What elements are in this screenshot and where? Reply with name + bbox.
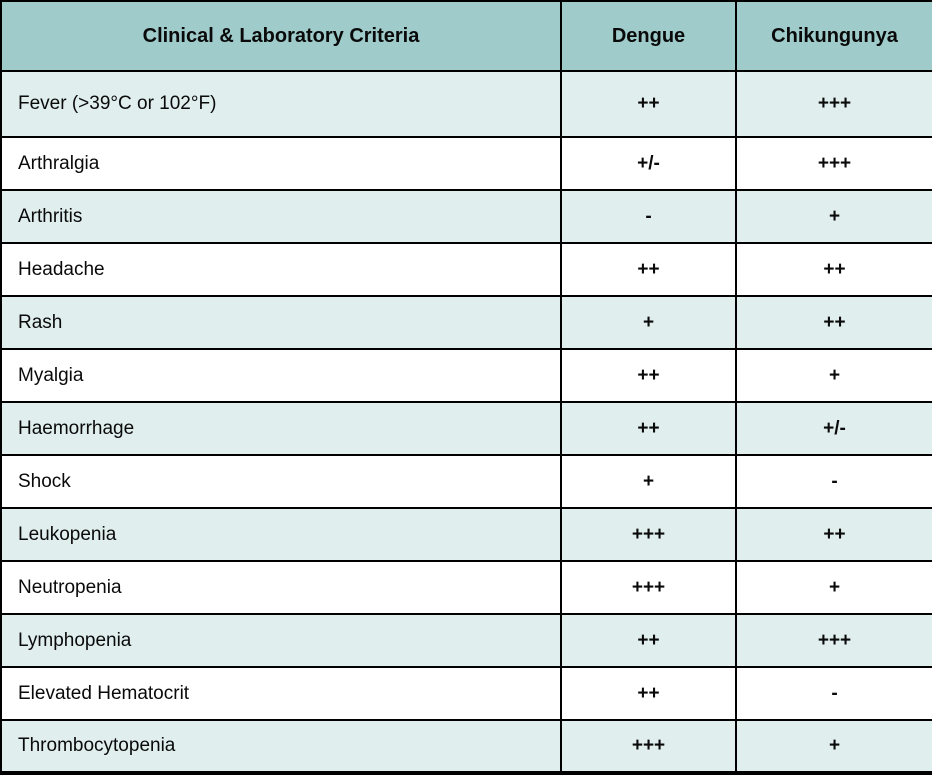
table-row-headache: Headache ++ ++ [0,242,932,297]
dengue-value: +++ [560,719,737,774]
table-row-elevated-hematocrit: Elevated Hematocrit ++ - [0,666,932,721]
dengue-value: + [560,454,737,509]
table-row-haemorrhage: Haemorrhage ++ +/- [0,401,932,456]
dengue-value: - [560,189,737,244]
table-row-fever: Fever (>39°C or 102°F) ++ +++ [0,70,932,138]
chikungunya-value: + [735,189,932,244]
dengue-value: ++ [560,242,737,297]
chikungunya-value: +/- [735,401,932,456]
table-row-arthralgia: Arthralgia +/- +++ [0,136,932,191]
dengue-value: ++ [560,70,737,138]
dengue-value: ++ [560,613,737,668]
chikungunya-value: +++ [735,613,932,668]
criteria-label: Elevated Hematocrit [0,666,562,721]
criteria-label: Lymphopenia [0,613,562,668]
dengue-value: +/- [560,136,737,191]
chikungunya-value: ++ [735,507,932,562]
dengue-value: ++ [560,666,737,721]
criteria-label: Myalgia [0,348,562,403]
dengue-value: +++ [560,560,737,615]
criteria-label: Neutropenia [0,560,562,615]
criteria-label: Thrombocytopenia [0,719,562,774]
criteria-label: Rash [0,295,562,350]
criteria-label: Leukopenia [0,507,562,562]
chikungunya-value: +++ [735,136,932,191]
table-row-thrombocytopenia: Thrombocytopenia +++ + [0,719,932,774]
table-row-neutropenia: Neutropenia +++ + [0,560,932,615]
table-row-shock: Shock + - [0,454,932,509]
dengue-value: ++ [560,348,737,403]
chikungunya-value: + [735,719,932,774]
chikungunya-value: + [735,348,932,403]
dengue-value: ++ [560,401,737,456]
dengue-value: + [560,295,737,350]
table-header-row: Clinical & Laboratory Criteria Dengue Ch… [0,0,932,72]
chikungunya-value: ++ [735,242,932,297]
criteria-label: Shock [0,454,562,509]
table-row-myalgia: Myalgia ++ + [0,348,932,403]
header-chikungunya: Chikungunya [735,0,932,72]
chikungunya-value: - [735,666,932,721]
dengue-value: +++ [560,507,737,562]
table-row-arthritis: Arthritis - + [0,189,932,244]
header-dengue: Dengue [560,0,737,72]
chikungunya-value: + [735,560,932,615]
criteria-label: Fever (>39°C or 102°F) [0,70,562,138]
chikungunya-value: - [735,454,932,509]
header-criteria: Clinical & Laboratory Criteria [0,0,562,72]
chikungunya-value: ++ [735,295,932,350]
criteria-label: Arthritis [0,189,562,244]
criteria-label: Headache [0,242,562,297]
criteria-label: Haemorrhage [0,401,562,456]
table-row-rash: Rash + ++ [0,295,932,350]
chikungunya-value: +++ [735,70,932,138]
table-row-leukopenia: Leukopenia +++ ++ [0,507,932,562]
criteria-label: Arthralgia [0,136,562,191]
table-row-lymphopenia: Lymphopenia ++ +++ [0,613,932,668]
